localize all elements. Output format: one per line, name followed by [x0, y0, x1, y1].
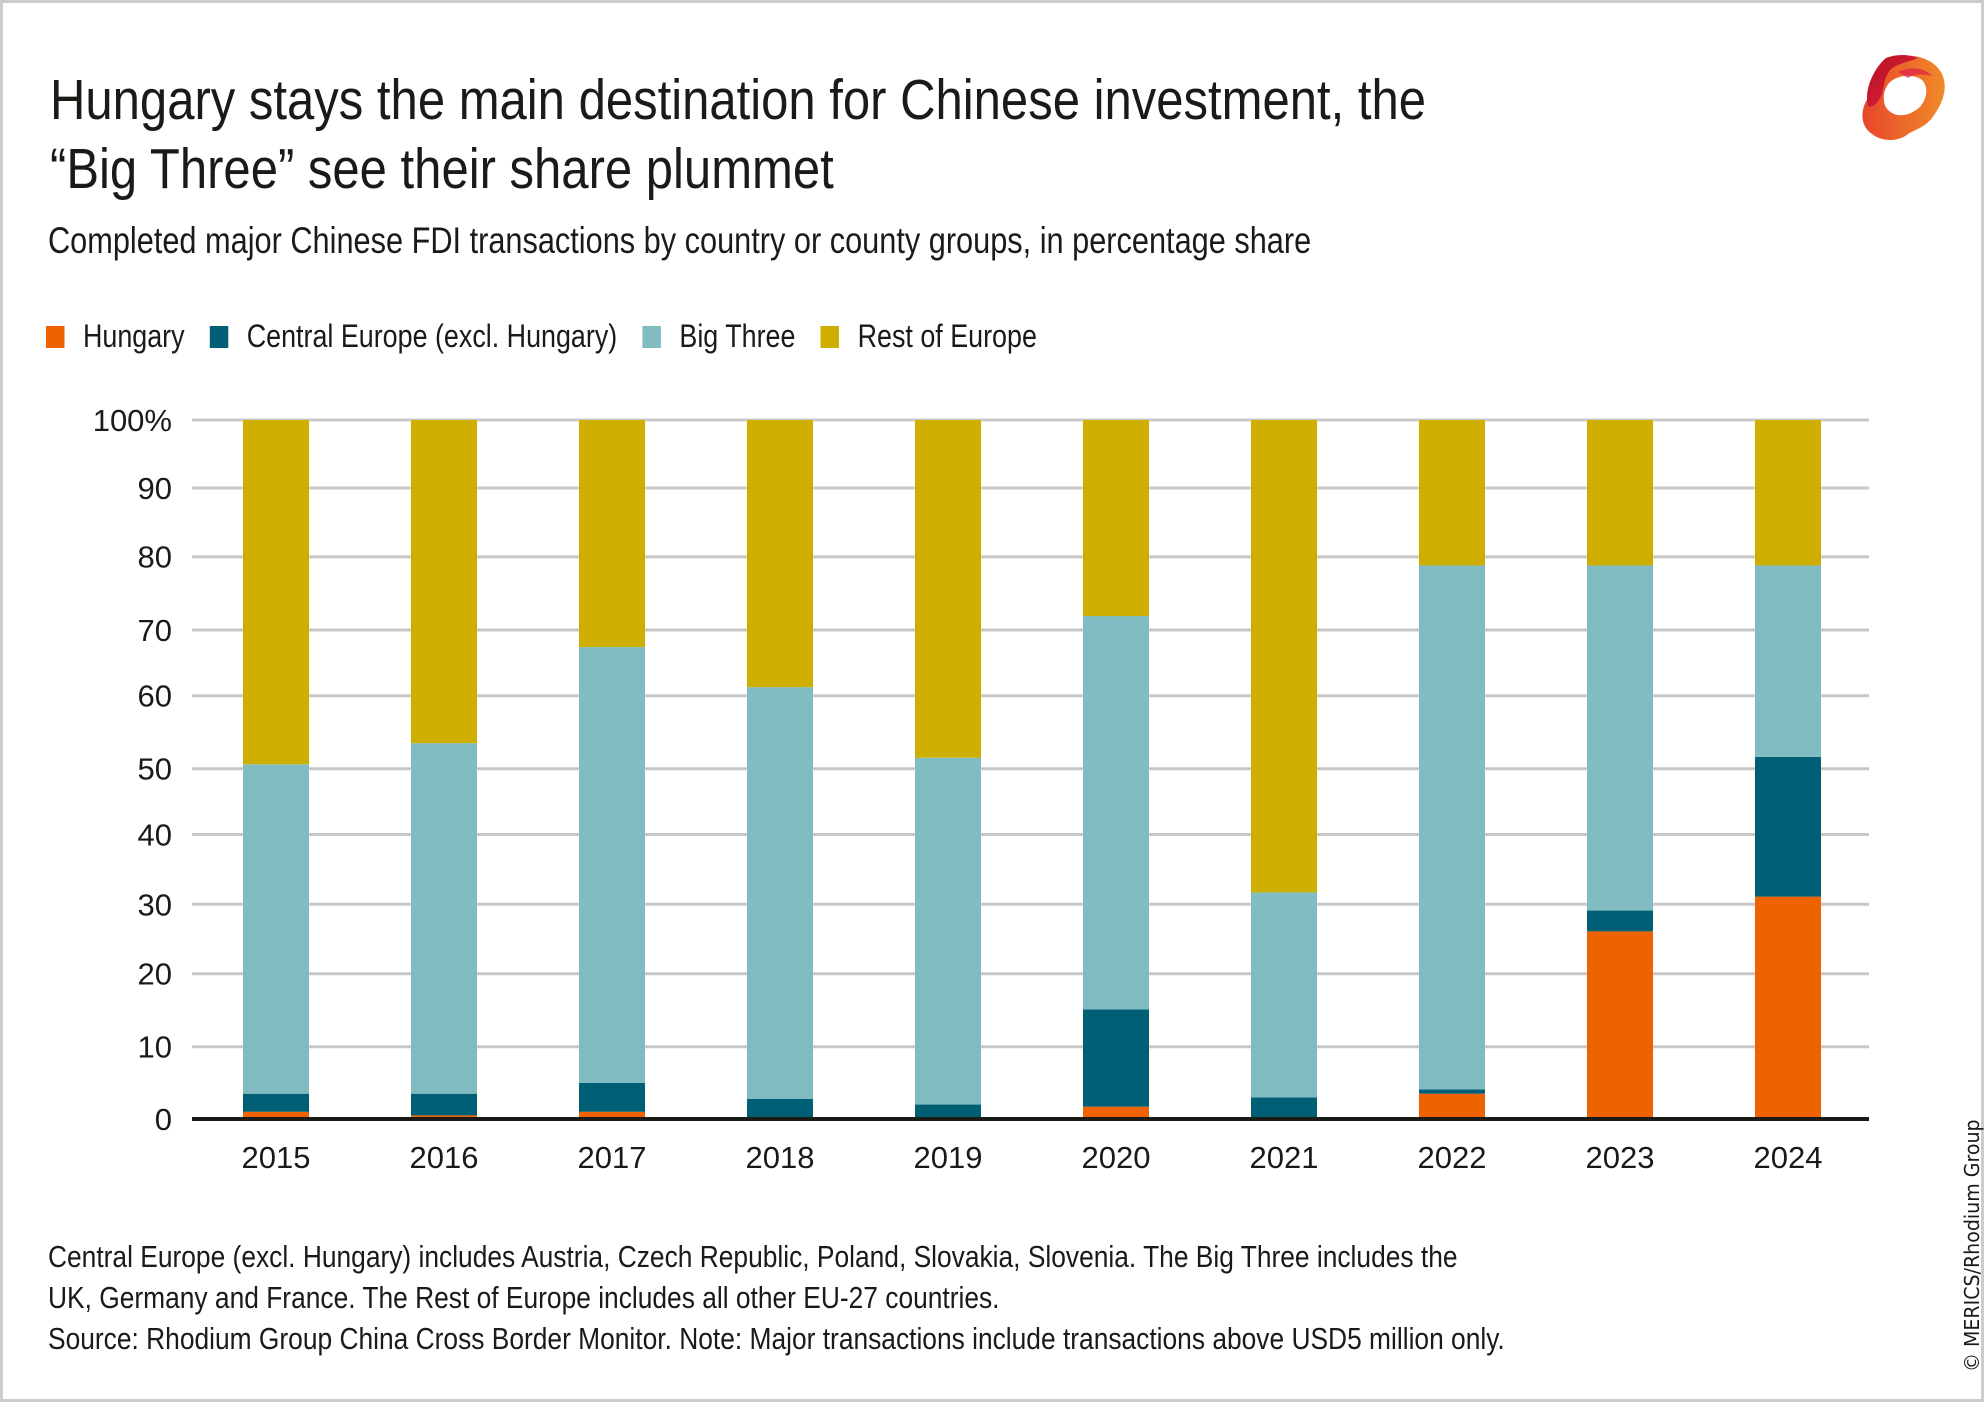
bar-stack-2016	[411, 420, 477, 1119]
bar-segment-central-europe-excl-hungary-2022	[1419, 1089, 1485, 1094]
bar-segment-big-three-2018	[747, 687, 813, 1099]
source-note: Source: Rhodium Group China Cross Border…	[48, 1321, 1505, 1356]
bar-segment-big-three-2017	[579, 647, 645, 1083]
bar-stack-2018	[747, 420, 813, 1119]
legend-swatch-big-three	[642, 325, 661, 348]
y-tick-label: 60	[138, 679, 172, 714]
x-tick-label: 2015	[242, 1140, 311, 1175]
bar-segment-big-three-2020	[1083, 616, 1149, 1010]
title-line-1: Hungary stays the main destination for C…	[50, 68, 1427, 132]
bar-segment-central-europe-excl-hungary-2020	[1083, 1009, 1149, 1107]
chart-legend: Hungary Central Europe (excl. Hungary) B…	[46, 318, 1256, 362]
bar-stack-2021	[1251, 420, 1317, 1119]
y-tick-label: 80	[138, 540, 172, 575]
x-tick-label: 2023	[1586, 1140, 1655, 1175]
bar-segment-central-europe-excl-hungary-2024	[1755, 757, 1821, 897]
bar-segment-big-three-2021	[1251, 892, 1317, 1098]
footnote-line-2: UK, Germany and France. The Rest of Euro…	[48, 1280, 1000, 1315]
bar-stack-2024	[1755, 420, 1821, 1119]
bar-segment-hungary-2017	[579, 1111, 645, 1119]
bar-segment-rest-of-europe-2015	[243, 420, 309, 765]
bar-segment-rest-of-europe-2016	[411, 420, 477, 744]
legend-swatch-central-europe	[209, 325, 229, 348]
bar-segment-hungary-2024	[1755, 896, 1821, 1119]
bar-segment-rest-of-europe-2017	[579, 420, 645, 648]
x-tick-label: 2021	[1250, 1140, 1319, 1175]
y-tick-label: 10	[138, 1030, 172, 1065]
bar-segment-big-three-2022	[1419, 565, 1485, 1090]
legend-label-hungary: Hungary	[82, 318, 185, 354]
bar-stack-2022	[1419, 420, 1485, 1119]
y-tick-label: 40	[138, 818, 172, 853]
x-tick-label: 2016	[410, 1140, 479, 1175]
chart-footnote: Central Europe (excl. Hungary) includes …	[48, 1236, 1762, 1359]
y-tick-label: 90	[138, 471, 172, 506]
bar-segment-big-three-2019	[915, 757, 981, 1105]
copyright-text: © MERICS/Rhodium Group	[1960, 1119, 1984, 1372]
bar-segment-big-three-2023	[1587, 565, 1653, 911]
bar-segment-central-europe-excl-hungary-2017	[579, 1082, 645, 1112]
bar-segment-rest-of-europe-2021	[1251, 420, 1317, 893]
merics-ribbon-logo-icon	[1838, 48, 1950, 148]
x-tick-label: 2017	[578, 1140, 647, 1175]
bar-segment-big-three-2015	[243, 764, 309, 1094]
bar-segment-rest-of-europe-2023	[1587, 420, 1653, 566]
y-tick-label: 30	[138, 887, 172, 922]
y-tick-label: 20	[138, 957, 172, 992]
bar-segment-rest-of-europe-2024	[1755, 420, 1821, 566]
footnote-line-1: Central Europe (excl. Hungary) includes …	[48, 1239, 1458, 1274]
bar-segment-rest-of-europe-2022	[1419, 420, 1485, 566]
y-tick-label: 100%	[93, 403, 172, 438]
y-tick-label: 50	[138, 752, 172, 787]
bar-stack-2023	[1587, 420, 1653, 1119]
bars	[243, 420, 1821, 1119]
bar-segment-hungary-2015	[243, 1111, 309, 1119]
x-tick-label: 2020	[1082, 1140, 1151, 1175]
bar-segment-rest-of-europe-2020	[1083, 420, 1149, 617]
bar-segment-central-europe-excl-hungary-2015	[243, 1093, 309, 1112]
x-axis-tick-labels: 2015 2016 2017 2018 2019 2020 2021 2022 2023 2024	[242, 1140, 1823, 1175]
bar-segment-hungary-2022	[1419, 1093, 1485, 1119]
bar-segment-central-europe-excl-hungary-2023	[1587, 910, 1653, 932]
legend-label-rest-of-europe: Rest of Europe	[857, 318, 1037, 354]
x-tick-label: 2024	[1754, 1140, 1823, 1175]
x-tick-label: 2019	[914, 1140, 983, 1175]
bar-stack-2020	[1083, 420, 1149, 1119]
legend-item-big-three: Big Three	[642, 318, 795, 355]
bar-segment-rest-of-europe-2018	[747, 420, 813, 688]
bar-segment-rest-of-europe-2019	[915, 420, 981, 758]
bar-segment-central-europe-excl-hungary-2019	[915, 1104, 981, 1119]
y-axis-tick-labels: 0 10 20 30 40 50 60 70 80 90 100%	[93, 403, 172, 1137]
title-line-2: “Big Three” see their share plummet	[50, 137, 834, 201]
chart-subtitle: Completed major Chinese FDI transactions…	[48, 219, 1570, 263]
bar-segment-hungary-2020	[1083, 1106, 1149, 1119]
bar-segment-hungary-2023	[1587, 931, 1653, 1119]
bar-segment-central-europe-excl-hungary-2016	[411, 1093, 477, 1116]
x-tick-label: 2018	[746, 1140, 815, 1175]
bar-segment-big-three-2016	[411, 743, 477, 1094]
subtitle-text: Completed major Chinese FDI transactions…	[48, 220, 1312, 261]
legend-label-big-three: Big Three	[679, 318, 796, 354]
legend-swatch-hungary	[46, 325, 65, 348]
y-tick-label: 0	[155, 1102, 172, 1137]
bar-stack-2019	[915, 420, 981, 1119]
x-tick-label: 2022	[1418, 1140, 1487, 1175]
legend-swatch-rest-of-europe	[820, 325, 840, 348]
legend-label-central-europe: Central Europe (excl. Hungary)	[246, 318, 618, 354]
bar-segment-big-three-2024	[1755, 565, 1821, 758]
bar-segment-central-europe-excl-hungary-2018	[747, 1098, 813, 1119]
y-tick-label: 70	[138, 613, 172, 648]
bar-segment-central-europe-excl-hungary-2021	[1251, 1097, 1317, 1119]
legend-item-hungary: Hungary	[46, 318, 185, 355]
bar-stack-2015	[243, 420, 309, 1119]
legend-item-rest-of-europe: Rest of Europe	[820, 318, 1037, 355]
copyright-notice: © MERICS/Rhodium Group	[1960, 1106, 1984, 1372]
legend-item-central-europe: Central Europe (excl. Hungary)	[209, 318, 618, 355]
bar-stack-2017	[579, 420, 645, 1119]
chart-title: Hungary stays the main destination for C…	[50, 66, 1650, 204]
